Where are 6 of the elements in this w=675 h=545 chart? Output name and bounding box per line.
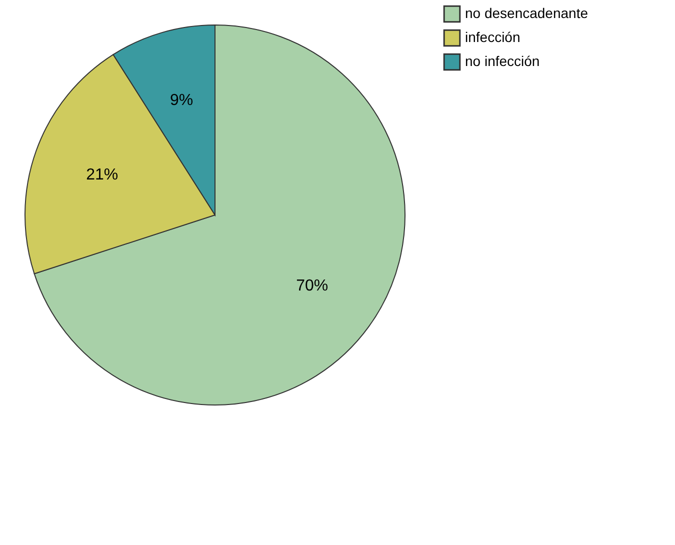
legend-label: no infección	[465, 53, 540, 69]
data-label: 21%	[86, 166, 118, 184]
legend-label: infección	[465, 29, 520, 45]
legend-label: no desencadenante	[465, 5, 588, 21]
data-label: 9%	[170, 92, 194, 109]
data-label: 70%	[296, 278, 328, 295]
